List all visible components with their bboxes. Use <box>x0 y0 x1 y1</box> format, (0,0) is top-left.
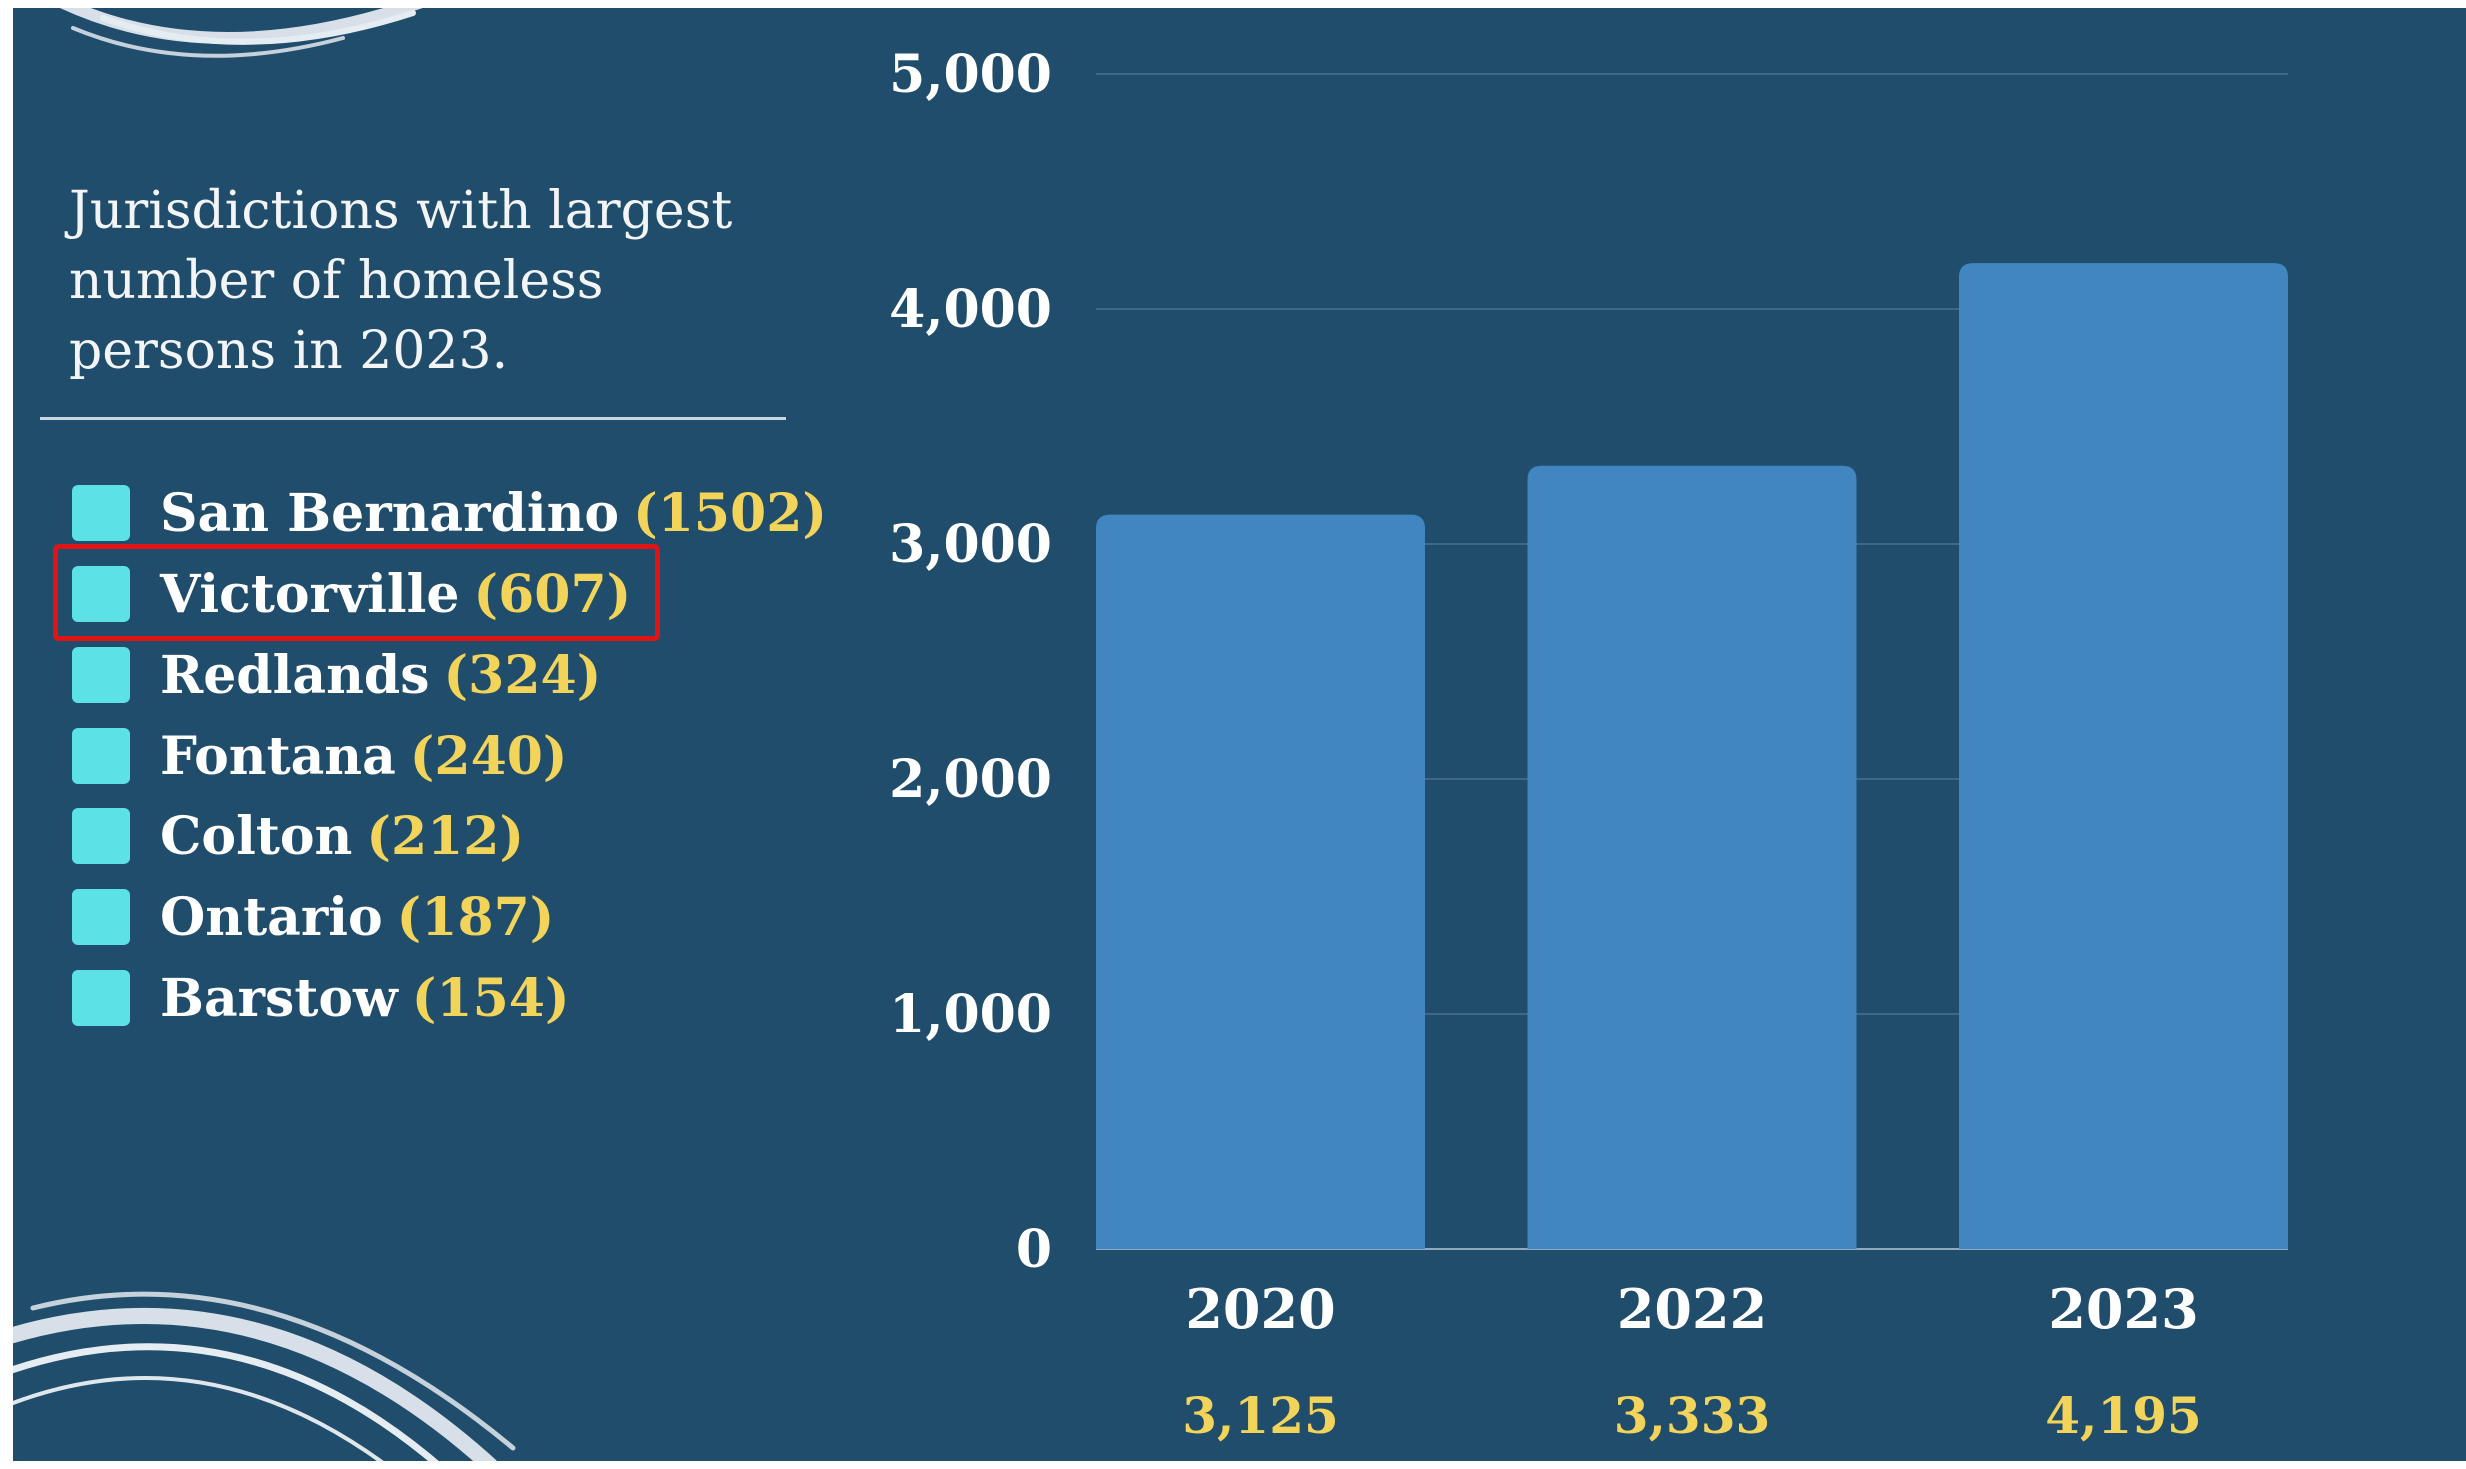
data-label: 3,125 <box>1182 1386 1339 1445</box>
y-tick-label: 4,000 <box>889 279 1052 340</box>
decorative-arc-bottom <box>13 1291 516 1469</box>
legend-divider <box>40 417 786 420</box>
y-tick-label: 2,000 <box>889 749 1052 810</box>
x-tick-label: 2022 <box>1617 1277 1767 1341</box>
bar-chart: 0 1,000 2,000 3,000 4,000 5,000 2020 3,125 2022 3… <box>889 44 2288 1445</box>
decorative-arc-top <box>60 8 423 58</box>
legend-item-barstow: Barstow (154) <box>72 963 570 1033</box>
legend-swatch <box>72 970 130 1026</box>
legend-swatch <box>72 485 130 541</box>
legend-item-count: (1502) <box>633 482 828 544</box>
legend-item-ontario: Ontario (187) <box>72 882 554 952</box>
legend-swatch <box>72 889 130 945</box>
legend-item-name: Colton <box>160 805 353 867</box>
legend-swatch <box>72 647 130 703</box>
y-tick-label: 5,000 <box>889 44 1052 105</box>
x-tick-label: 2020 <box>1185 1277 1335 1341</box>
legend-item-name: San Bernardino <box>160 482 620 544</box>
legend-title: Jurisdictions with largest number of hom… <box>69 181 733 381</box>
y-tick-label: 0 <box>1016 1219 1052 1280</box>
data-label: 4,195 <box>2045 1386 2202 1445</box>
bar <box>1959 263 2288 1249</box>
x-tick-label: 2023 <box>2048 1277 2198 1341</box>
bar <box>1096 514 1425 1249</box>
legend-item-name: Redlands <box>160 644 430 706</box>
legend-item-count: (187) <box>396 886 555 948</box>
infographic-panel: Jurisdictions with largest number of hom… <box>13 8 2466 1469</box>
legend-swatch <box>72 566 130 622</box>
legend-item-san-bernardino: San Bernardino (1502) <box>72 478 827 548</box>
data-label: 3,333 <box>1614 1386 1771 1445</box>
legend-item-count: (240) <box>409 725 568 787</box>
legend-item-name: Victorville <box>160 563 460 625</box>
legend-item-fontana: Fontana (240) <box>72 721 568 791</box>
legend-item-name: Ontario <box>160 886 383 948</box>
y-tick-label: 1,000 <box>889 984 1052 1045</box>
legend-item-count: (212) <box>366 805 525 867</box>
legend-item-redlands: Redlands (324) <box>72 640 601 710</box>
bar <box>1527 465 1857 1249</box>
bottom-border <box>0 1461 2466 1469</box>
legend-item-victorville: Victorville (607) <box>72 559 631 629</box>
legend-item-colton: Colton (212) <box>72 801 524 871</box>
legend-item-count: (154) <box>411 967 570 1029</box>
legend-item-count: (324) <box>443 644 602 706</box>
legend-item-count: (607) <box>473 563 632 625</box>
legend-item-name: Barstow <box>160 967 398 1029</box>
legend-item-name: Fontana <box>160 725 396 787</box>
legend-swatch <box>72 808 130 864</box>
legend-swatch <box>72 728 130 784</box>
highlight-box-victorville <box>53 544 660 641</box>
y-tick-label: 3,000 <box>889 514 1052 575</box>
